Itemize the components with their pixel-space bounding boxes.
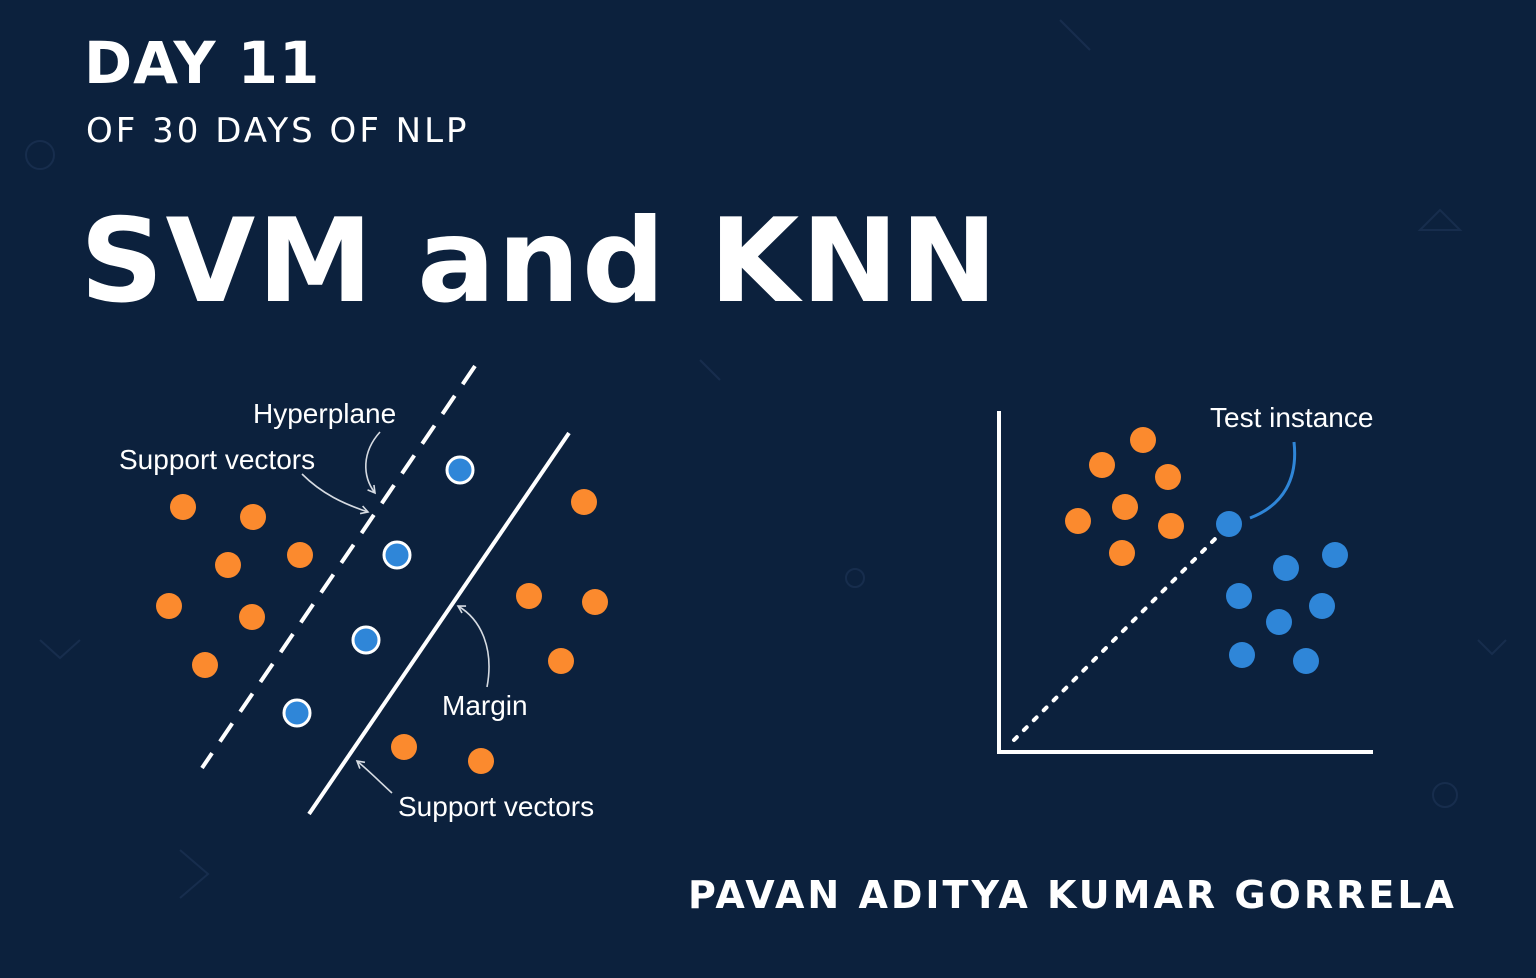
support-vector-point [382,540,412,570]
series-subtitle: OF 30 DAYS OF NLP [86,111,470,151]
margin-boundary-dashed-line [200,364,477,770]
orange-point [240,504,266,530]
blue-point [1293,648,1319,674]
orange-point [239,604,265,630]
hyperplane-label: Hyperplane [253,398,396,429]
orange-point [1089,452,1115,478]
test-instance-pointer [1249,441,1297,520]
orange-point [582,589,608,615]
orange-point [1155,464,1181,490]
blue-point [1226,583,1252,609]
orange-point [548,648,574,674]
support-vector-point [445,455,475,485]
orange-point [1109,540,1135,566]
margin-label: Margin [442,690,528,721]
hyperplane-arrow [365,431,381,495]
support-vectors-top-arrow [301,473,370,515]
blue-point [1322,542,1348,568]
page-title: SVM and KNN [80,194,1000,329]
svm-orange-class [156,489,608,774]
orange-point [1112,494,1138,520]
orange-point [215,552,241,578]
day-title: DAY 11 [84,29,321,97]
author-name: PAVAN ADITYA KUMAR GORRELA [688,873,1457,917]
orange-point [170,494,196,520]
orange-point [1158,513,1184,539]
support-vectors-bottom-arrow [355,759,393,794]
orange-point [192,652,218,678]
distance-dotted-line [1012,532,1222,742]
orange-point [468,748,494,774]
test-instance-point [1216,511,1242,537]
margin-arrow [456,605,490,688]
orange-point [571,489,597,515]
support-vectors-bottom-label: Support vectors [398,791,594,822]
orange-point [287,542,313,568]
blue-point [1229,642,1255,668]
orange-point [1130,427,1156,453]
orange-point [1065,508,1091,534]
hyperplane-solid-line [307,431,571,816]
knn-orange-cluster [1065,427,1184,566]
test-instance-label: Test instance [1210,402,1373,433]
support-vectors-top-label: Support vectors [119,444,315,475]
support-vector-point [351,625,381,655]
orange-point [391,734,417,760]
blue-point [1273,555,1299,581]
support-vector-point [282,698,312,728]
knn-blue-cluster [1216,511,1348,674]
blue-point [1309,593,1335,619]
orange-point [156,593,182,619]
blue-point [1266,609,1292,635]
orange-point [516,583,542,609]
svm-blue-class [282,455,475,728]
